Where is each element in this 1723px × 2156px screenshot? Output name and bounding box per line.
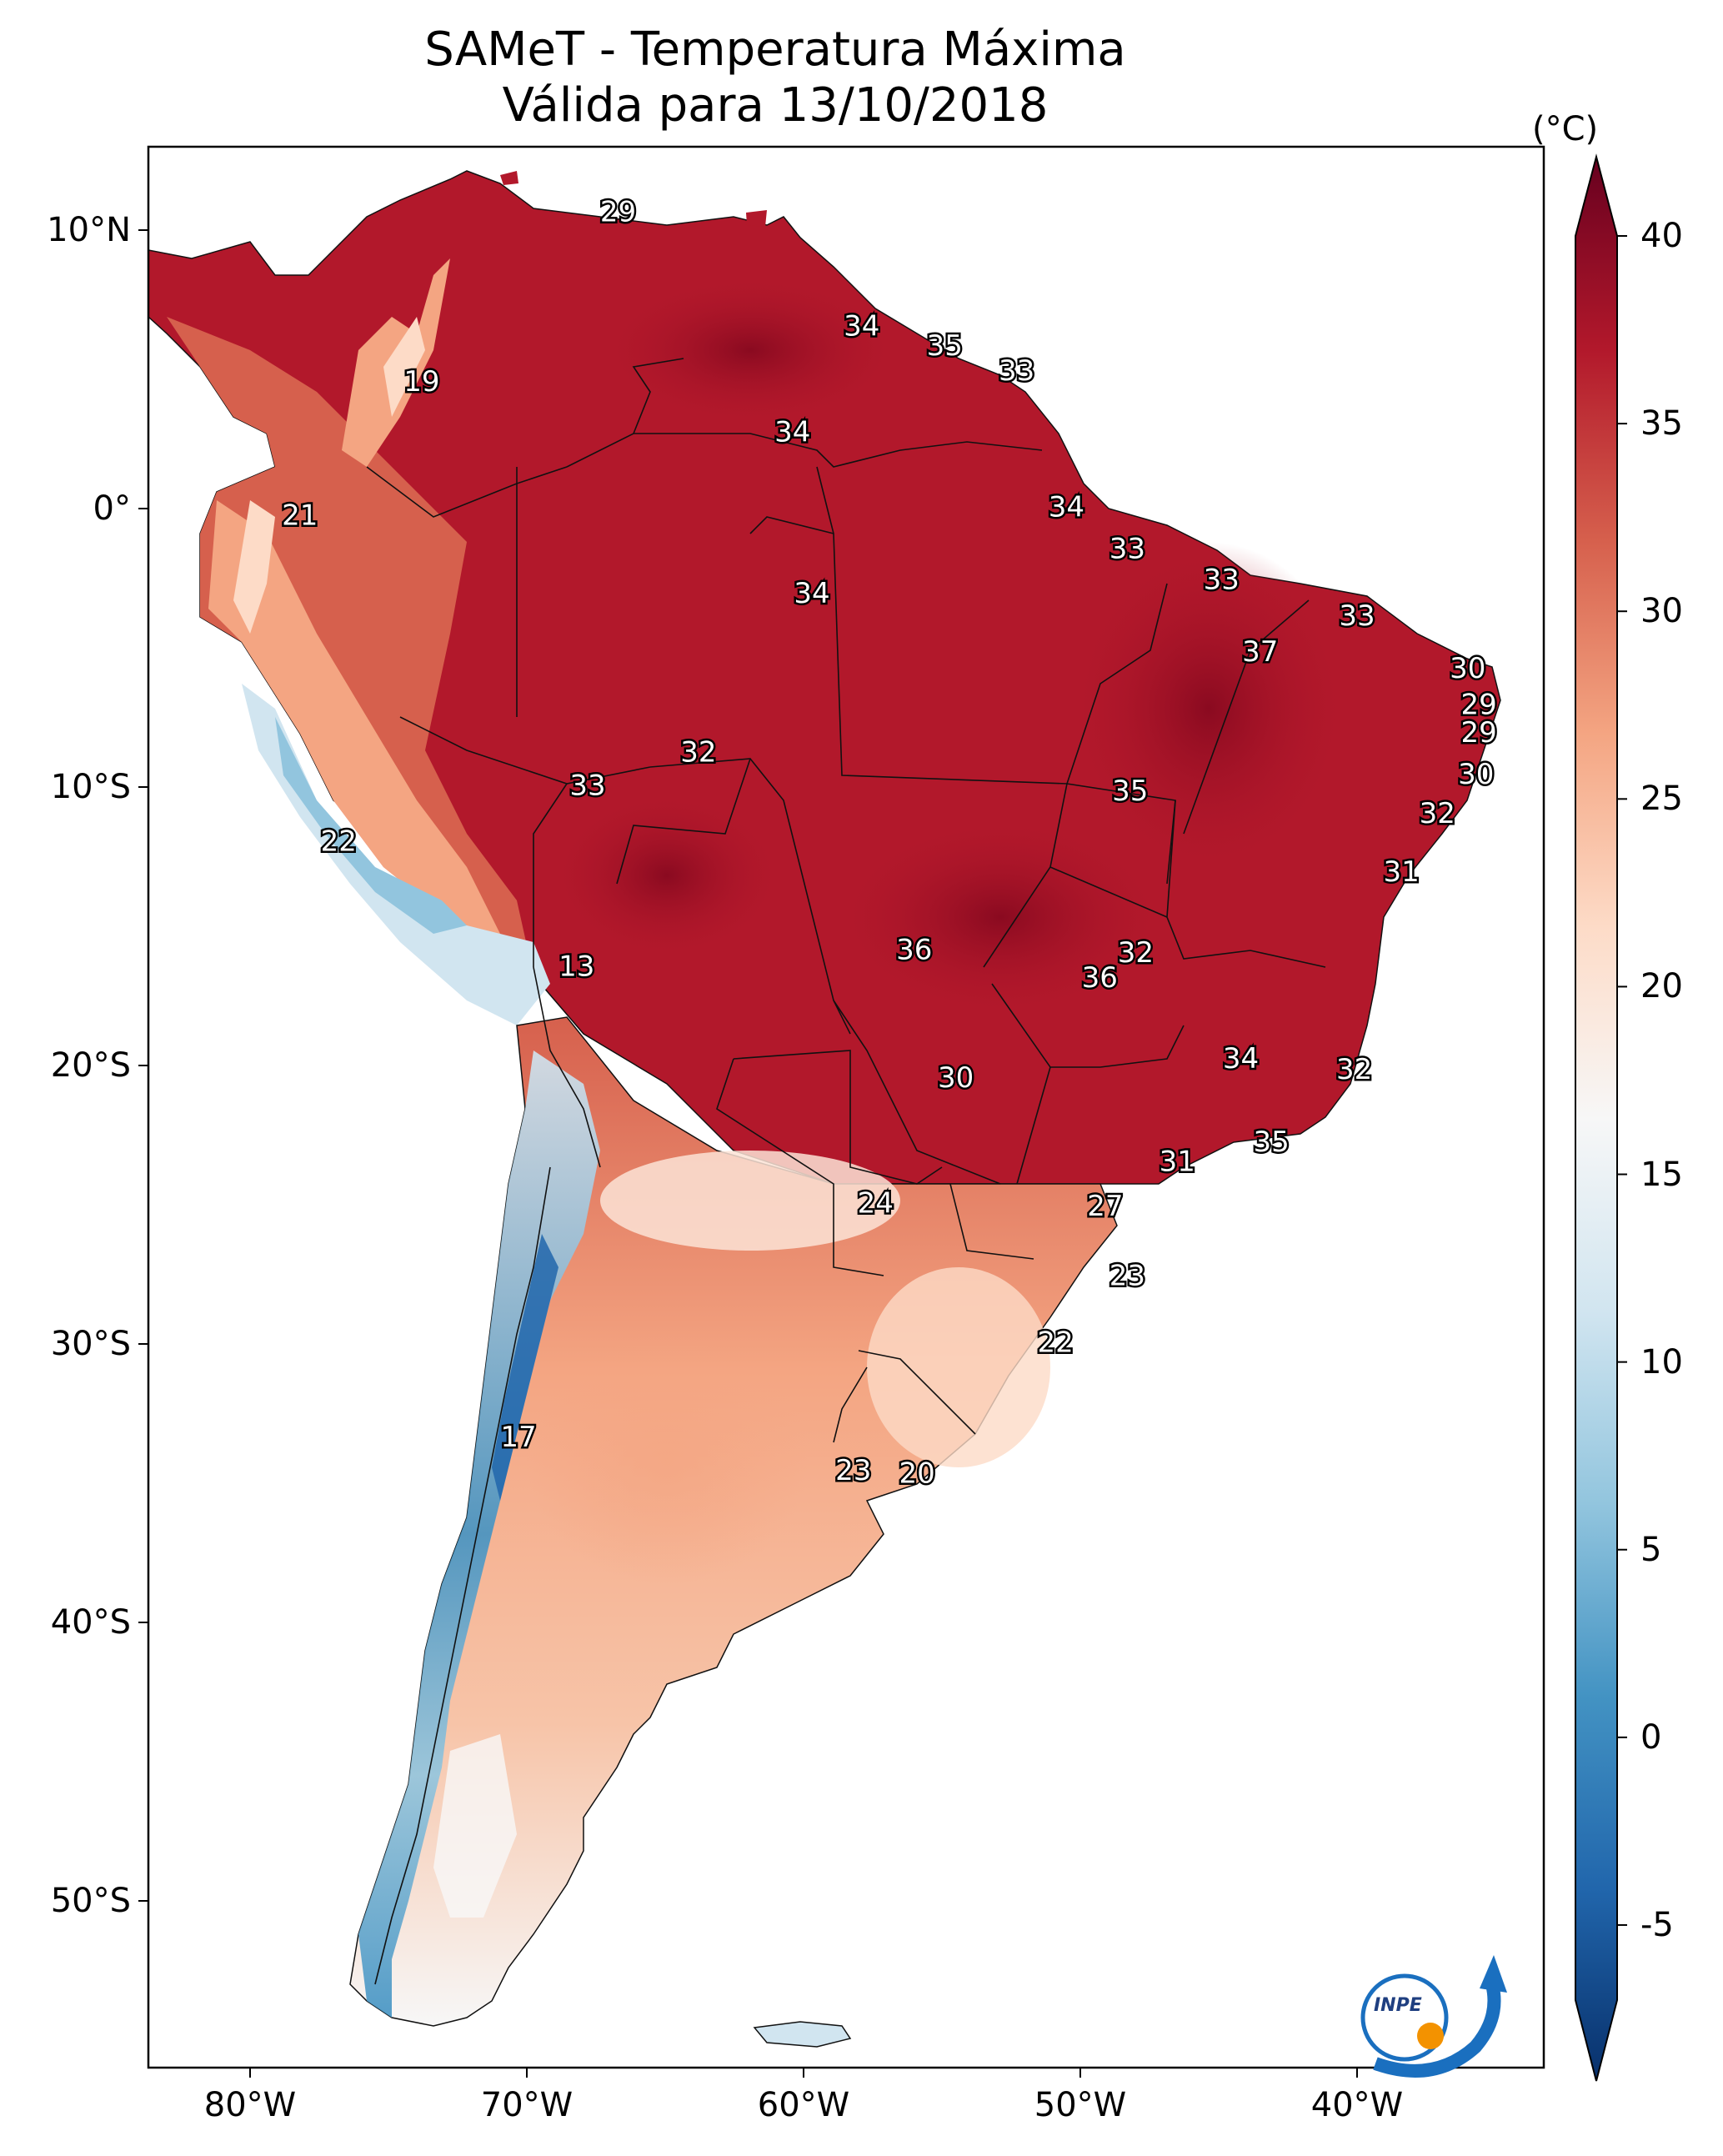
lon-label: 50°W [1034, 2086, 1127, 2124]
colorbar [1575, 153, 1627, 2082]
temperature-value-label: 33 [999, 354, 1034, 388]
lat-label: 20°S [50, 1046, 131, 1085]
temperature-value-label: 30 [938, 1061, 974, 1095]
colorbar-tick-label: 10 [1640, 1342, 1683, 1381]
temperature-value-label: 34 [844, 309, 879, 343]
colorbar-tick-label: -5 [1640, 1905, 1674, 1944]
lat-label: 10°N [47, 211, 131, 249]
colorbar-tick-label: 25 [1640, 780, 1683, 819]
colorbar-tick-label: 5 [1640, 1530, 1662, 1569]
lat-label: 0° [93, 489, 131, 528]
lat-label: 40°S [50, 1603, 131, 1642]
temperature-value-label: 29 [1460, 689, 1496, 722]
temperature-value-label: 33 [569, 770, 605, 803]
temperature-value-label: 29 [600, 195, 636, 228]
logo-dot-icon [1417, 2023, 1444, 2049]
colorbar-tick-label: 15 [1640, 1155, 1683, 1194]
logo-text: INPE [1374, 1995, 1422, 2016]
temperature-value-label: 19 [403, 365, 439, 399]
lat-label: 30°S [50, 1325, 131, 1363]
temperature-value-label: 33 [1204, 563, 1240, 596]
temperature-value-label: 33 [1109, 533, 1145, 566]
temperature-value-label: 33 [1339, 599, 1375, 633]
temperature-value-label: 35 [1112, 775, 1148, 808]
lon-ticks [249, 2068, 1358, 2078]
lat-label: 10°S [50, 768, 131, 806]
temperature-value-label: 34 [1049, 491, 1084, 524]
temperature-value-label: 32 [1336, 1053, 1372, 1086]
map-title: SAMeT - Temperatura Máxima [424, 23, 1126, 77]
colorbar-body [1575, 153, 1618, 2082]
colorbar-tick-label: 30 [1640, 592, 1683, 631]
temperature-value-label: 27 [1087, 1190, 1123, 1223]
logo-arrow-icon [1373, 1983, 1501, 2078]
lon-label: 70°W [480, 2086, 573, 2124]
temperature-value-label: 37 [1242, 635, 1278, 669]
temperature-value-label: 22 [321, 825, 357, 858]
temperature-value-label: 36 [896, 934, 932, 967]
temperature-value-label: 29 [1460, 716, 1496, 750]
temperature-value-label: 34 [774, 415, 810, 449]
temperature-value-label: 17 [500, 1421, 536, 1454]
temperature-value-label: 34 [794, 577, 829, 610]
temperature-value-label: 24 [858, 1187, 894, 1221]
map-subtitle: Válida para 13/10/2018 [502, 78, 1049, 133]
map-frame [147, 145, 1545, 2069]
temperature-value-label: 21 [282, 499, 318, 533]
temperature-value-label: 30 [1450, 652, 1485, 685]
temperature-value-label: 13 [558, 950, 594, 984]
lon-label: 60°W [757, 2086, 850, 2124]
logo-ring-icon [1360, 1973, 1449, 2062]
temperature-value-label: 32 [1118, 936, 1154, 970]
temperature-value-label: 36 [1082, 961, 1118, 995]
lat-ticks [138, 229, 148, 1902]
temperature-value-label: 32 [1420, 797, 1455, 830]
temperature-value-label: 34 [1223, 1042, 1259, 1075]
colorbar-unit: (°C) [1532, 110, 1599, 148]
inpe-logo [1360, 1955, 1507, 2078]
temperature-value-label: 31 [1383, 855, 1419, 889]
temperature-value-label: 31 [1160, 1145, 1195, 1178]
logo-arrowhead-icon [1480, 1955, 1507, 1993]
temperature-value-label: 35 [1253, 1126, 1289, 1159]
temperature-value-label: 35 [927, 329, 963, 363]
colorbar-tick-label: 0 [1640, 1717, 1662, 1757]
lat-label: 50°S [50, 1882, 131, 1920]
temperature-value-label: 20 [899, 1457, 934, 1490]
temperature-value-label: 32 [680, 735, 716, 769]
colorbar-tick-label: 40 [1640, 217, 1683, 255]
colorbar-tick-label: 20 [1640, 967, 1683, 1006]
temperature-value-label: 30 [1458, 758, 1494, 791]
temperature-value-label: 22 [1037, 1326, 1073, 1360]
lon-label: 80°W [203, 2086, 297, 2124]
colorbar-tick-label: 35 [1640, 404, 1683, 444]
lon-label: 40°W [1310, 2086, 1404, 2124]
temperature-value-label: 23 [1109, 1259, 1145, 1292]
temperature-value-label: 23 [835, 1454, 871, 1487]
